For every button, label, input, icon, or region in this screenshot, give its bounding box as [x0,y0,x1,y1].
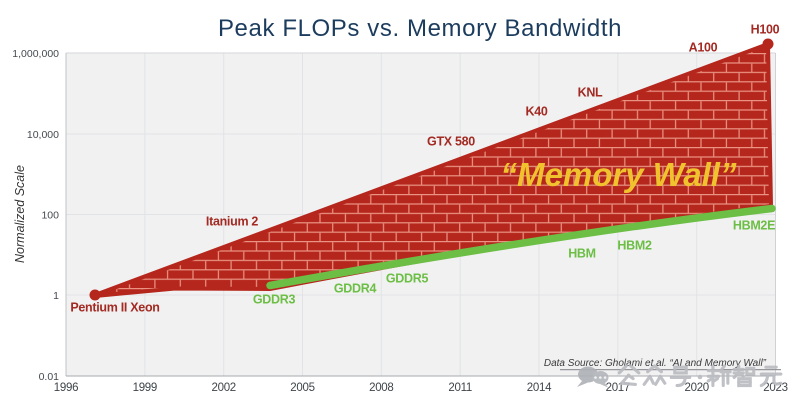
svg-text:H100: H100 [751,23,780,37]
svg-text:2020: 2020 [685,382,709,394]
svg-text:A100: A100 [689,41,718,55]
svg-text:1,000,000: 1,000,000 [12,48,59,60]
svg-text:Normalized Scale: Normalized Scale [13,165,27,263]
svg-text:HBM2E: HBM2E [733,219,775,233]
svg-text:GDDR5: GDDR5 [386,272,429,286]
svg-text:2014: 2014 [527,382,552,394]
svg-text:GDDR3: GDDR3 [253,293,296,307]
svg-text:10,000: 10,000 [27,129,59,141]
svg-text:Pentium II Xeon: Pentium II Xeon [70,301,159,315]
svg-text:2008: 2008 [369,382,393,394]
svg-text:GTX 580: GTX 580 [427,135,475,149]
svg-text:Peak FLOPs vs. Memory Bandwidt: Peak FLOPs vs. Memory Bandwidth [218,15,622,42]
svg-text:2002: 2002 [212,382,236,394]
svg-text:“Memory Wall”: “Memory Wall” [501,156,737,193]
svg-text:0.01: 0.01 [39,371,60,383]
svg-text:1996: 1996 [54,382,78,394]
svg-text:1999: 1999 [133,382,157,394]
svg-text:Data Source: Gholami et al. “A: Data Source: Gholami et al. “AI and Memo… [544,358,767,369]
svg-text:1: 1 [53,290,59,302]
svg-text:HBM2: HBM2 [617,239,652,253]
svg-text:2023: 2023 [763,382,787,394]
svg-text:2005: 2005 [290,382,314,394]
svg-text:K40: K40 [525,105,547,119]
svg-text:100: 100 [41,210,59,222]
svg-text:2011: 2011 [448,382,472,394]
svg-text:GDDR4: GDDR4 [334,282,377,296]
svg-text:Itanium 2: Itanium 2 [206,215,259,229]
svg-text:HBM: HBM [568,247,596,261]
svg-text:KNL: KNL [578,86,603,100]
